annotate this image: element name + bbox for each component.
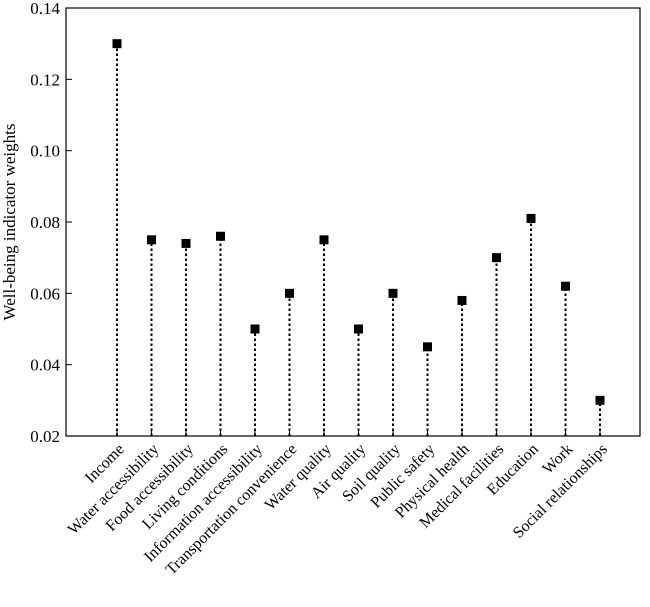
data-point [492, 253, 501, 263]
data-point [595, 395, 605, 405]
data-point [147, 235, 156, 245]
data-point [181, 238, 191, 248]
data-point [388, 288, 398, 298]
data-point [250, 324, 260, 334]
plot-frame [65, 7, 641, 437]
y-tick-label: 0.08 [30, 213, 60, 232]
data-point [423, 342, 432, 352]
data-point [457, 295, 467, 305]
y-tick-label: 0.10 [30, 142, 60, 161]
data-point [526, 213, 536, 223]
data-point [354, 324, 363, 334]
y-axis-title: Well-being indicator weights [0, 124, 19, 321]
y-tick-label: 0.04 [30, 356, 60, 375]
y-axis-ticks: 0.02 0.04 0.06 0.08 0.10 0.12 0.14 [30, 0, 72, 446]
y-tick-label: 0.02 [30, 427, 60, 446]
data-point [285, 288, 294, 298]
data-point [112, 39, 122, 49]
y-tick-label: 0.14 [30, 0, 60, 18]
y-tick-label: 0.06 [30, 284, 60, 303]
data-point [561, 281, 570, 291]
y-tick-label: 0.12 [30, 70, 60, 89]
markers [112, 39, 605, 405]
data-point [319, 235, 329, 245]
stems [116, 43, 601, 436]
data-point [216, 231, 225, 241]
